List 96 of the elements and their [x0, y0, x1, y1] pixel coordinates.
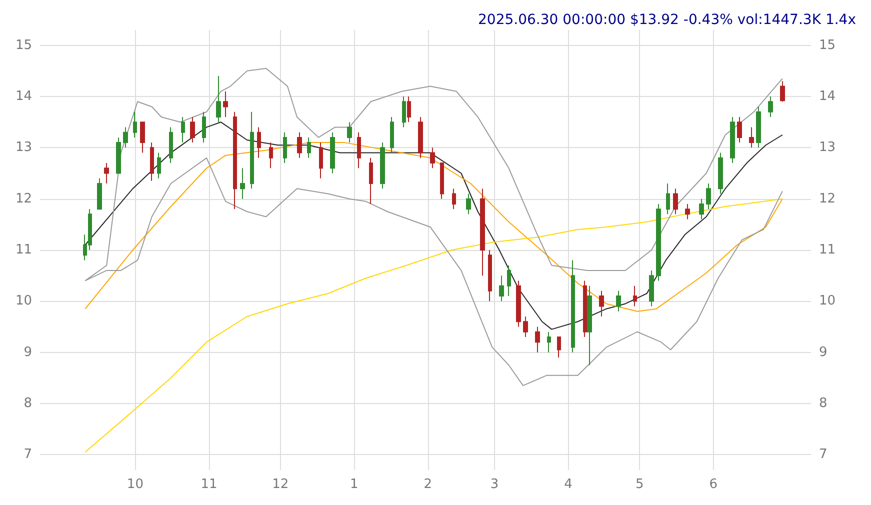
candlestick	[407, 96, 411, 123]
candlestick	[250, 111, 254, 190]
candlestick	[418, 116, 423, 158]
y2-tick-label: 9	[819, 344, 828, 360]
candlestick	[233, 111, 237, 210]
candlestick	[123, 126, 128, 148]
y-tick-label: 8	[24, 396, 32, 411]
candlestick	[430, 147, 435, 169]
candlestick	[587, 285, 592, 366]
candlestick	[402, 96, 406, 128]
candlestick	[269, 142, 273, 169]
candlestick	[283, 132, 287, 164]
candlestick	[216, 76, 221, 123]
y2-tick-label: 13	[819, 140, 836, 156]
candlestick	[390, 116, 394, 154]
candlestick	[181, 116, 185, 144]
candlestick	[157, 152, 161, 179]
x-tick-label: 2	[424, 477, 432, 492]
y-tick-label: 9	[24, 344, 32, 360]
candlestick	[97, 178, 102, 210]
candlestick	[756, 106, 761, 148]
candlestick	[730, 116, 735, 164]
candlestick	[706, 182, 711, 210]
y2-tick-label: 12	[819, 191, 836, 206]
x-tick-label: 5	[636, 477, 644, 492]
candlestick	[133, 111, 137, 138]
y-tick-label: 13	[15, 140, 32, 156]
candlestick	[307, 136, 311, 158]
candlestick	[633, 285, 637, 307]
candlestick	[297, 132, 302, 158]
candlestick	[480, 188, 485, 276]
candlestick	[319, 142, 323, 179]
candlestick	[330, 132, 335, 174]
candlestick	[347, 122, 352, 144]
y2-tick-label: 7	[819, 447, 828, 462]
candlestick	[535, 326, 540, 353]
x-tick-label: 10	[126, 477, 144, 492]
candlestick	[357, 132, 361, 169]
x-tick-label: 6	[709, 477, 718, 492]
candlestick	[737, 116, 742, 144]
y-tick-label: 15	[15, 38, 32, 53]
candlestick	[190, 116, 195, 144]
candlestick	[507, 264, 511, 297]
candlestick	[488, 250, 492, 302]
candlestick	[257, 126, 261, 158]
line-series	[84, 142, 783, 312]
candlestick	[150, 142, 154, 182]
line-series	[84, 122, 783, 330]
candlestick	[547, 331, 551, 353]
candlestick	[369, 157, 373, 204]
candlestick	[616, 290, 621, 312]
candlestick	[104, 162, 109, 184]
candlestick	[557, 336, 561, 358]
candlestick	[583, 280, 587, 338]
candlestick	[169, 126, 173, 164]
y-tick-label: 14	[15, 89, 32, 104]
chart-title: 2025.06.30 00:00:00 $13.92 -0.43% vol:1447.3K 1.4x	[478, 12, 856, 28]
candlestick	[666, 182, 670, 215]
y2-tick-label: 11	[819, 242, 836, 258]
y-tick-label: 7	[24, 447, 32, 462]
candlestick	[499, 275, 504, 302]
candlestick	[571, 260, 575, 353]
x-tick-label: 3	[490, 477, 499, 492]
candlestick	[440, 162, 444, 200]
candlestick	[466, 193, 471, 215]
candlestick	[452, 188, 456, 210]
candlestick	[673, 188, 678, 215]
y-tick-label: 11	[15, 242, 32, 258]
y2-tick-label: 14	[819, 89, 836, 104]
candlestick	[140, 122, 145, 154]
candlestick	[780, 80, 785, 102]
candlestick	[649, 270, 654, 307]
y2-tick-label: 15	[819, 38, 836, 53]
candlestick	[768, 96, 773, 118]
candlestick	[599, 290, 604, 318]
y-tick-label: 12	[15, 191, 32, 206]
candlestick	[240, 168, 245, 200]
candlestick	[749, 126, 754, 148]
x-tick-label: 1	[350, 477, 358, 492]
candlestick	[516, 280, 521, 328]
candlestick	[718, 152, 723, 194]
candlestick	[685, 203, 690, 220]
candlestick	[523, 316, 528, 338]
x-tick-label: 12	[272, 477, 289, 492]
line-series	[84, 198, 783, 453]
x-tick-label: 11	[200, 477, 218, 492]
x-tick-label: 4	[564, 477, 572, 492]
candlestick	[202, 111, 206, 144]
y2-tick-label: 8	[819, 396, 828, 411]
candlestick	[656, 203, 661, 282]
y2-tick-label: 10	[819, 294, 836, 309]
y-tick-label: 10	[15, 294, 32, 309]
candlestick	[223, 90, 228, 118]
candlestick	[699, 198, 704, 220]
candlestick	[380, 142, 385, 190]
candlestick	[116, 136, 121, 174]
